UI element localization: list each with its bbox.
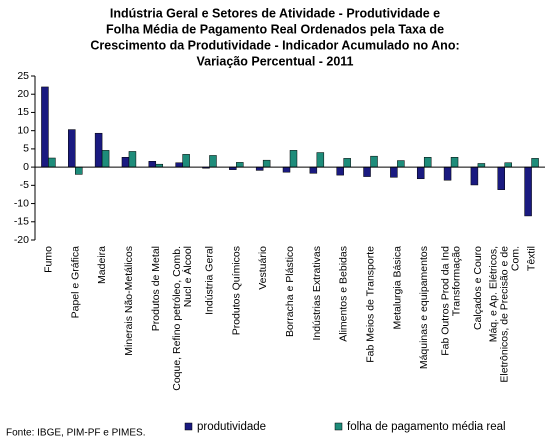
- x-tick-label: Calçados e Couro: [472, 246, 484, 330]
- y-tick-label: -5: [20, 179, 29, 191]
- x-tick-label: Metalurgia Básica: [391, 246, 403, 330]
- x-tick-label: Máquinas e equipamentos: [418, 246, 430, 369]
- legend-label: folha de pagamento média real: [347, 421, 506, 433]
- chart-title: Variação Percentual - 2011: [196, 54, 353, 68]
- x-tick-label: Fumo: [42, 246, 54, 273]
- bar: [101, 150, 110, 168]
- bar: [148, 161, 157, 168]
- x-tick-label: Fab Outros Prod da IndTransformação: [439, 246, 462, 356]
- bar: [175, 162, 183, 168]
- y-tick-label: 5: [23, 143, 29, 155]
- x-tick-label: Vestuário: [257, 246, 269, 290]
- bar: [423, 157, 432, 168]
- bar: [416, 166, 425, 180]
- legend-swatch: [184, 422, 193, 431]
- x-tick-label: Minerais Não-Metálicos: [123, 246, 135, 356]
- x-tick-label: Produtos Químicos: [230, 246, 242, 335]
- x-tick-label: Indústria Geral: [203, 246, 215, 315]
- bar: [504, 162, 512, 168]
- bar: [443, 166, 452, 181]
- bar: [524, 166, 532, 217]
- bar: [289, 150, 298, 168]
- y-tick-label: 25: [17, 70, 29, 82]
- x-tick-label: Papel e Gráfica: [69, 246, 81, 319]
- bar: [497, 166, 505, 190]
- bar: [316, 152, 325, 168]
- bar: [68, 129, 76, 168]
- x-tick-label: Têxtil: [525, 246, 537, 271]
- bar: [390, 166, 398, 178]
- bar: [48, 157, 56, 168]
- bar: [370, 155, 378, 168]
- bar: [262, 159, 271, 168]
- bar: [477, 163, 486, 168]
- bar: [94, 132, 103, 168]
- bar: [75, 166, 83, 175]
- x-tick-label: Coque, Refino petróleo, Comb.Nucl e Álco…: [171, 246, 194, 391]
- bar: [470, 166, 479, 186]
- bar: [41, 86, 49, 168]
- y-tick-label: 10: [17, 124, 29, 136]
- y-tick-label: 0: [23, 161, 29, 173]
- x-tick-label: Fab Meios de Transporte: [364, 246, 376, 363]
- x-tick-label: Madeira: [96, 246, 108, 284]
- y-tick-label: -15: [14, 216, 29, 228]
- y-tick-label: 15: [17, 106, 29, 118]
- bar: [309, 166, 318, 174]
- bar: [209, 155, 217, 168]
- x-tick-label: Produtos de Metal: [150, 246, 162, 331]
- bar: [236, 162, 244, 168]
- chart-title: Crescimento da Produtividade - Indicador…: [90, 38, 459, 52]
- bar: [363, 166, 371, 177]
- bar: [128, 151, 137, 168]
- x-tick-label: Borracha e Plástico: [284, 246, 296, 337]
- y-tick-label: -10: [14, 197, 29, 209]
- y-tick-label: -20: [14, 234, 29, 246]
- bar: [450, 157, 459, 168]
- legend-label: produtividade: [197, 421, 266, 433]
- x-tick-label: Máq. e Ap. Elétricos,Eletrônicos, de Pre…: [488, 246, 522, 383]
- bar: [182, 154, 190, 168]
- bar: [121, 157, 130, 168]
- bar: [343, 158, 351, 168]
- legend-swatch: [334, 422, 343, 431]
- y-tick-label: 20: [17, 88, 29, 100]
- bar: [282, 166, 291, 173]
- bar: [336, 166, 344, 176]
- bar: [531, 158, 539, 168]
- x-tick-label: Alimentos e Bebidas: [337, 246, 349, 342]
- chart-title: Indústria Geral e Setores de Atividade -…: [110, 6, 440, 20]
- bar: [397, 160, 405, 168]
- chart-title: Folha Média de Pagamento Real Ordenados …: [106, 22, 444, 36]
- source-note: Fonte: IBGE, PIM-PF e PIMES.: [6, 428, 145, 439]
- x-tick-label: Indústrias Extrativas: [311, 246, 323, 341]
